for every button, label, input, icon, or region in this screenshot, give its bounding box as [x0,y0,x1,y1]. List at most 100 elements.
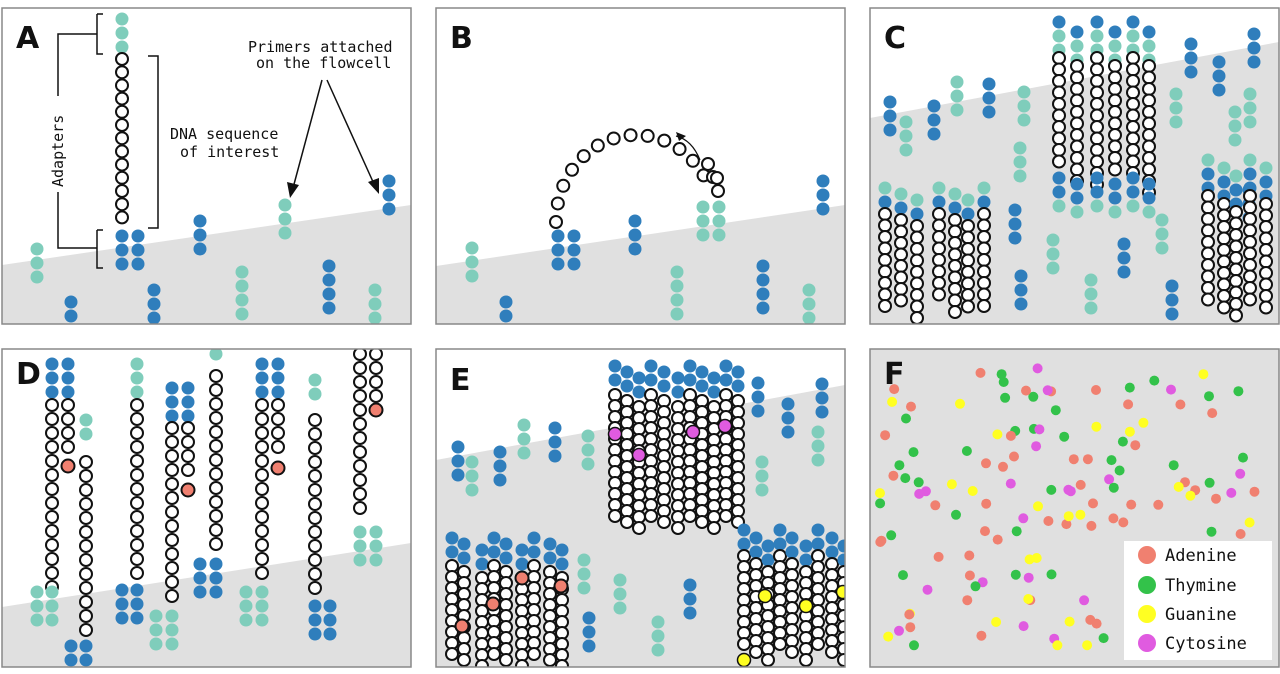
dna-base [1259,277,1273,292]
dna-base [45,482,59,496]
adapter-dot-dark [1212,83,1226,97]
adapter-dot-dark [683,592,697,606]
adapter-dot-dark [781,397,795,411]
adapter-dot-light [1017,85,1031,99]
dna-base [61,412,75,426]
legend-label-thymine: Thymine [1165,576,1237,596]
dna-base [948,293,962,308]
adapter-dot-dark [1090,15,1104,29]
dna-base [271,426,285,440]
dna-base [475,659,489,667]
dna-base [1052,97,1066,111]
thymine-nucleotide [951,509,961,520]
adenine-nucleotide [1061,519,1072,530]
adapter-dot-light [977,181,991,195]
dna-base [1142,116,1156,131]
thymine-nucleotide [1204,477,1215,488]
adapter-dot-light [353,525,367,539]
dna-base [606,131,621,146]
adenine-base [180,482,196,498]
dna-base [353,487,367,501]
adapter-dot-dark [582,611,596,625]
adapter-dot-dark [551,243,565,257]
adapter-dot-dark [130,583,144,597]
adapter-dot-light [1090,29,1104,43]
adapter-dot-dark [323,613,337,627]
dna-base [115,104,129,119]
adenine-nucleotide [962,595,973,606]
panel-letter: B [450,21,473,56]
adapter-dot-dark [551,229,565,243]
dna-base [1108,151,1122,165]
adapter-dot-light [1070,39,1084,53]
adapter-dot-dark [785,531,799,545]
dna-base [130,454,144,468]
adapter-dot-dark [719,359,733,373]
dna-base [1090,74,1104,88]
dna-base [701,157,715,171]
adenine-nucleotide [1249,486,1260,497]
dna-base [640,128,655,143]
adapter-dot-dark [548,421,562,435]
dna-label-line2: of interest [180,143,279,161]
adapter-dot-dark [719,373,733,387]
adapter-dot-light [1013,155,1027,169]
guanine-nucleotide [1138,417,1149,428]
cytosine-nucleotide [1166,384,1176,395]
adenine-nucleotide [975,367,986,378]
adapter-dot-dark [811,537,825,551]
dna-base [1070,151,1084,165]
panel-c: C [869,7,1280,325]
dna-base [1126,143,1140,157]
dna-base [811,637,825,651]
adapter-dot-dark [683,359,697,373]
dna-base [79,609,93,623]
adapter-dot-light [1017,99,1031,113]
guanine-nucleotide [946,479,957,490]
panel-letter: C [884,21,906,56]
dna-base [308,427,322,441]
panel-d-strands [30,349,384,667]
guanine-nucleotide [1063,511,1074,522]
guanine-base [798,598,814,614]
adapter-dot-dark [1070,191,1084,205]
dna-base [1070,128,1084,142]
dna-base [1259,254,1273,269]
panel-e-strands [445,359,845,667]
adapter-dot-dark [811,523,825,537]
adapter-dot-light [755,455,769,469]
dna-base [878,264,892,279]
adapter-dot-dark [45,385,59,399]
thymine-nucleotide [1010,569,1021,580]
primers-label-line2: on the flowcell [256,54,391,72]
dna-base [45,426,59,440]
dna-base [1259,197,1273,211]
adapter-dot-light [1017,113,1031,127]
dna-base [550,196,565,211]
dna-base [977,253,991,267]
dna-base [115,157,129,172]
dna-base [672,142,687,157]
adapter-dot-light [353,539,367,553]
adapter-dot-light [1228,105,1242,119]
dna-base [308,483,322,497]
adapter-dot-dark [582,639,596,653]
adapter-dot-dark [515,557,529,571]
adenine-nucleotide [1207,408,1218,419]
dna-base [1108,82,1122,96]
adenine-nucleotide [1088,498,1098,509]
adapter-dot-dark [1229,183,1243,197]
adapter-dot-dark [816,202,830,216]
panel-c-strands [878,15,1273,324]
adenine-nucleotide [1091,618,1102,629]
dna-base [1259,300,1273,315]
legend-swatch-adenine [1138,546,1156,564]
dna-base [45,454,59,468]
panel-frame [1,7,412,325]
adapter-dot-dark [1008,217,1022,231]
dna-base [1201,269,1215,284]
adapter-dot-dark [751,404,765,418]
dna-base [165,505,179,519]
flowcell-surface [436,205,845,324]
adapter-dot-light [517,446,531,460]
